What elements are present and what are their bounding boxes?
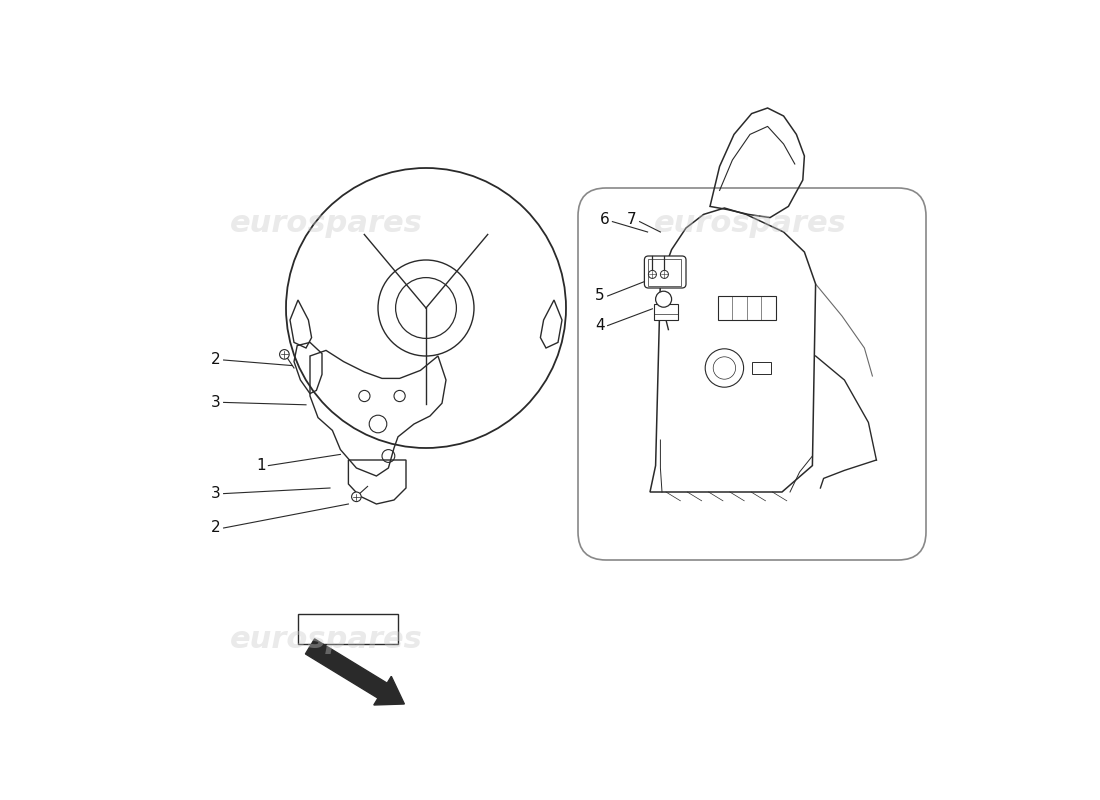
Text: 2: 2 xyxy=(211,353,220,367)
Text: 7: 7 xyxy=(627,212,637,226)
Bar xyxy=(654,304,678,320)
Text: 6: 6 xyxy=(600,212,609,226)
FancyBboxPatch shape xyxy=(645,256,686,288)
Bar xyxy=(648,259,681,286)
Circle shape xyxy=(656,291,672,307)
Text: 2: 2 xyxy=(211,521,220,535)
Text: 5: 5 xyxy=(595,289,604,303)
Text: eurospares: eurospares xyxy=(653,210,846,238)
Circle shape xyxy=(352,492,361,502)
FancyArrow shape xyxy=(306,639,405,705)
Text: eurospares: eurospares xyxy=(230,210,422,238)
Bar xyxy=(718,296,776,320)
Circle shape xyxy=(279,350,289,359)
Bar xyxy=(298,614,398,644)
Text: eurospares: eurospares xyxy=(230,626,422,654)
Text: 4: 4 xyxy=(595,318,604,333)
Text: 1: 1 xyxy=(256,458,266,473)
Circle shape xyxy=(648,270,657,278)
Bar xyxy=(751,362,771,374)
Circle shape xyxy=(660,270,669,278)
Text: 3: 3 xyxy=(210,486,220,501)
Text: 3: 3 xyxy=(210,395,220,410)
